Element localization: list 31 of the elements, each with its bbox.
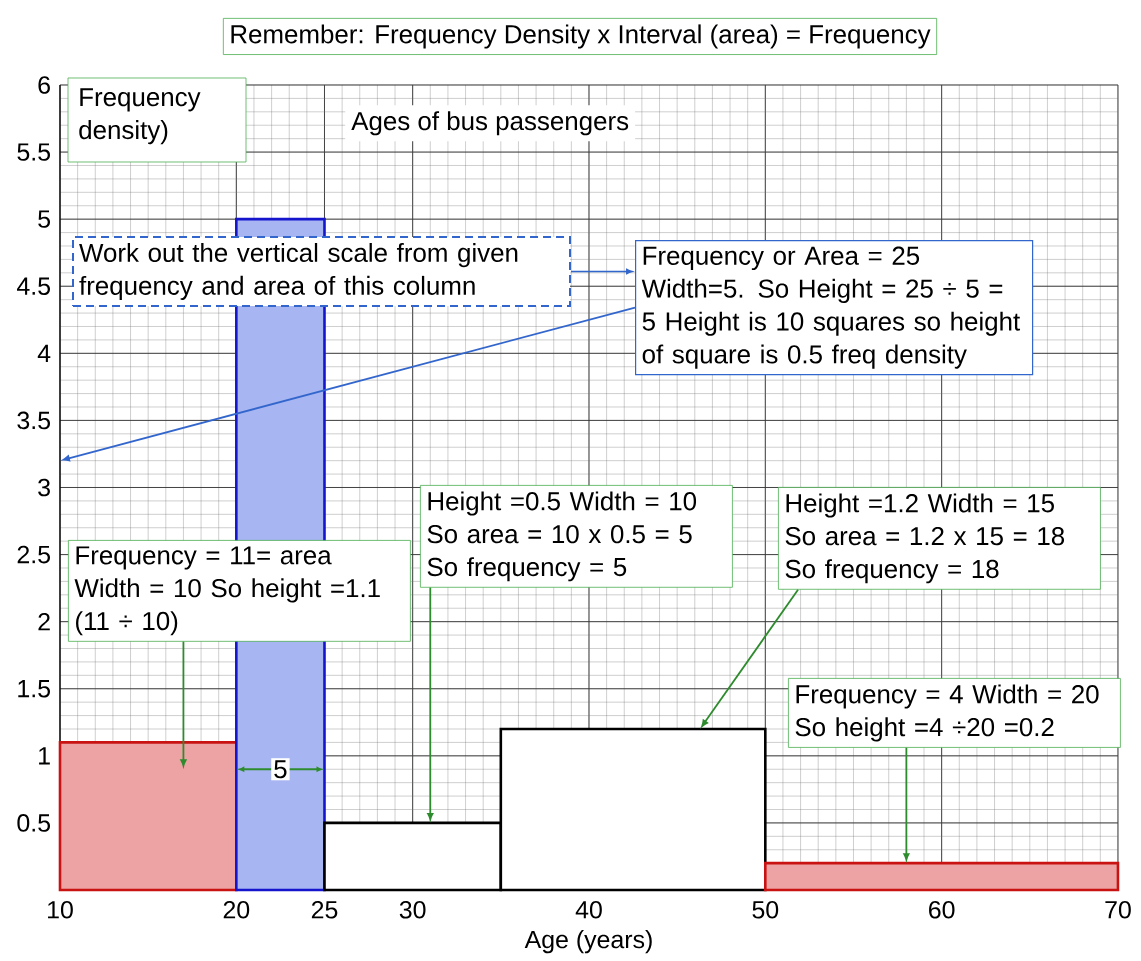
y-tick-label: 1 xyxy=(39,747,50,765)
x-axis-title: Age (years) xyxy=(524,930,652,954)
annotation: 5 xyxy=(274,760,287,779)
y-axis-title: Frequency density) xyxy=(79,88,201,145)
y-tick-label: 4.5 xyxy=(17,277,50,295)
y-tick-label: 3 xyxy=(38,478,50,497)
text: Remember: Frequency Density x Interval (area) = Frequency xyxy=(231,24,931,49)
y-tick-label: 5 xyxy=(38,210,50,228)
x-tick-label: 40 xyxy=(575,900,602,919)
x-tick-label: 20 xyxy=(223,900,250,919)
annotation: Height =0.5 Width = 10 So area = 10 x 0.5 = 5 So frequency = 5 xyxy=(427,491,697,582)
annotation: Height =1.2 Width = 15 So area = 1.2 x 15 = 18 So frequency = 18 xyxy=(785,493,1065,584)
y-tick-label: 1.5 xyxy=(18,680,50,698)
y-tick-label: 0.5 xyxy=(17,814,50,832)
x-tick-label: 50 xyxy=(752,900,779,919)
annotation: Frequency = 4 Width = 20 So height =4 ÷20 =0.2 xyxy=(795,684,1099,742)
x-tick-label: 60 xyxy=(929,900,955,919)
annotation: Frequency = 11= area Width = 10 So height =1.1 (11 ÷ 10) xyxy=(74,546,380,636)
text: Ages of bus passengers xyxy=(351,111,629,136)
annotation: Work out the vertical scale from given frequency and area of this column xyxy=(79,242,518,301)
x-tick-label: 10 xyxy=(48,900,73,919)
y-tick-label: 5.5 xyxy=(17,143,50,161)
x-tick-label: 25 xyxy=(311,900,338,919)
y-tick-label: 2.5 xyxy=(17,545,50,564)
y-tick-label: 6 xyxy=(38,76,50,94)
y-tick-label: 2 xyxy=(38,612,50,631)
annotation: Frequency or Area = 25 Width=5. So Height = 25 ÷ 5 = 5 Height is 10 squares so height of square is 0.5 freq density xyxy=(641,246,1021,369)
y-tick-label: 3.5 xyxy=(17,411,50,430)
y-tick-label: 4 xyxy=(37,344,51,362)
x-tick-label: 70 xyxy=(1105,900,1131,919)
x-tick-label: 30 xyxy=(399,900,426,919)
